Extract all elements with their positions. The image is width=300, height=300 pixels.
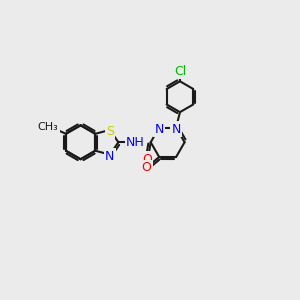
Text: S: S xyxy=(106,125,114,138)
Text: O: O xyxy=(142,153,152,166)
Text: NH: NH xyxy=(126,136,145,149)
Text: CH₃: CH₃ xyxy=(38,122,58,132)
Text: N: N xyxy=(171,122,181,136)
Text: N: N xyxy=(105,150,115,163)
Text: Cl: Cl xyxy=(174,65,186,78)
Text: N: N xyxy=(154,122,164,136)
Text: O: O xyxy=(141,161,151,174)
